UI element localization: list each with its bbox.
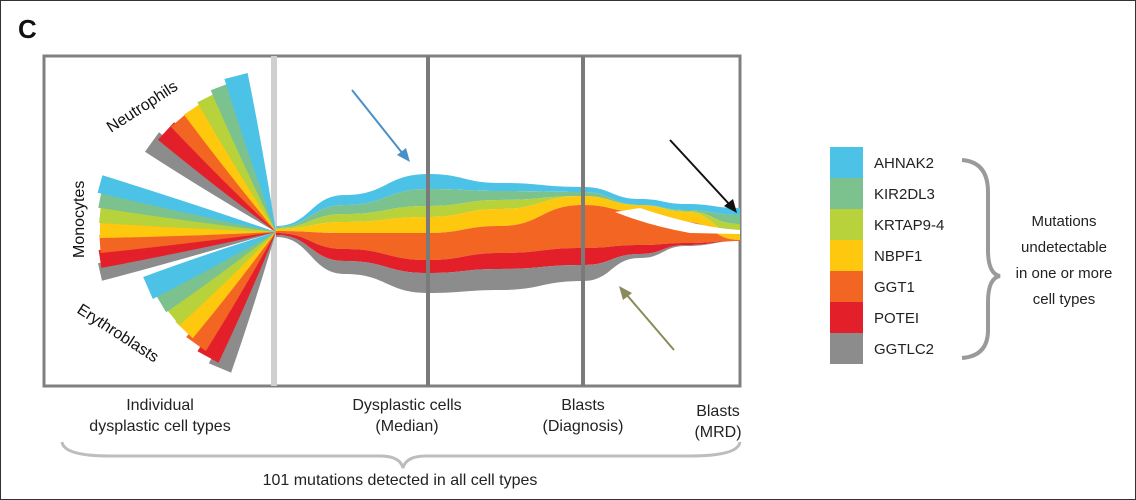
legend-label: AHNAK2: [874, 155, 934, 172]
bottom-brace: [60, 441, 742, 469]
legend-swatch: [830, 271, 863, 302]
xlabel-dysplastic: Dysplastic cells (Median): [352, 397, 461, 435]
legend-item-ahnak2: AHNAK2: [830, 147, 934, 178]
black-arrow: [669, 139, 737, 213]
cell-type-fan: [97, 73, 277, 373]
mutation-streams: [276, 174, 740, 293]
legend-item-nbpf1: NBPF1: [830, 240, 922, 271]
erythroblast-petal-nbpf1: [175, 232, 276, 339]
legend-item-ggt1: GGT1: [830, 271, 915, 302]
panel-label: C: [18, 14, 37, 44]
neutrophil-petal-kir2dl3: [210, 81, 276, 232]
neutrophil-petal-nbpf1: [184, 101, 276, 233]
stream-ahnak2: [276, 174, 740, 227]
footer-text: 101 mutations detected in all cell types: [263, 472, 538, 489]
stream-potei: [276, 233, 740, 273]
legend-item-ggtlc2: GGTLC2: [830, 333, 934, 364]
legend-swatch: [830, 209, 863, 240]
neutrophil-petal-ggt1: [170, 111, 276, 232]
svg-text:in one or more: in one or more: [1016, 265, 1113, 282]
legend-label: GGTLC2: [874, 341, 934, 358]
svg-text:Blasts: Blasts: [561, 397, 605, 414]
olive-arrow: [619, 286, 675, 351]
neutrophil-petal-potei: [157, 122, 276, 232]
stream-kir2dl3: [276, 189, 740, 228]
monocyte-petal-potei: [98, 232, 276, 268]
erythroblast-petal-ggt1: [186, 232, 276, 351]
legend: AHNAK2 KIR2DL3 KRTAP9-4 NBPF1 GGT1 POTEI GGTLC…: [830, 147, 944, 364]
legend-swatch: [830, 302, 863, 333]
legend-label: KRTAP9-4: [874, 217, 944, 234]
erythroblast-petal-kir2dl3: [153, 232, 276, 313]
svg-text:undetectable: undetectable: [1021, 239, 1107, 256]
monocyte-petal-ahnak2: [97, 175, 276, 232]
stream-ggt1: [276, 205, 740, 260]
stream-krtap9-4: [276, 196, 740, 234]
svg-text:(Median): (Median): [375, 418, 438, 435]
xlabel-individual: Individual dysplastic cell types: [89, 397, 230, 435]
svg-text:dysplastic cell types: dysplastic cell types: [89, 418, 230, 435]
legend-swatch: [830, 333, 863, 364]
stream-ggtlc2: [276, 235, 740, 293]
legend-label: KIR2DL3: [874, 186, 935, 203]
legend-swatch: [830, 240, 863, 271]
svg-text:(MRD): (MRD): [694, 424, 741, 441]
brace-note: Mutations undetectable in one or more ce…: [1016, 213, 1113, 308]
stream-nbpf1: [276, 196, 740, 240]
svg-text:Dysplastic cells: Dysplastic cells: [352, 397, 461, 414]
monocyte-petal-ggt1: [99, 232, 277, 253]
stream-separation-gap: [615, 208, 740, 234]
legend-swatch: [830, 147, 863, 178]
blue-arrow: [351, 89, 410, 162]
neutrophil-petal-ahnak2: [224, 73, 276, 232]
svg-text:Blasts: Blasts: [696, 403, 740, 420]
xlabel-blasts-mrd: Blasts (MRD): [694, 403, 741, 441]
svg-text:cell types: cell types: [1033, 291, 1096, 308]
legend-swatch: [830, 178, 863, 209]
svg-text:(Diagnosis): (Diagnosis): [543, 418, 624, 435]
erythroblast-petal-krtap9-4: [164, 232, 276, 326]
legend-label: GGT1: [874, 279, 915, 296]
legend-label: POTEI: [874, 310, 919, 327]
label-monocytes: Monocytes: [71, 181, 88, 258]
legend-item-krtap9-4: KRTAP9-4: [830, 209, 944, 240]
legend-item-kir2dl3: KIR2DL3: [830, 178, 935, 209]
svg-text:Individual: Individual: [126, 397, 194, 414]
mutation-flow: [97, 73, 740, 373]
legend-item-potei: POTEI: [830, 302, 919, 333]
svg-text:Mutations: Mutations: [1031, 213, 1096, 230]
neutrophil-petal-krtap9-4: [197, 91, 276, 232]
right-brace: [961, 158, 1001, 360]
legend-label: NBPF1: [874, 248, 922, 265]
monocyte-petal-ggtlc2: [98, 232, 276, 281]
erythroblast-petal-ahnak2: [143, 232, 276, 299]
xlabel-blasts-diagnosis: Blasts (Diagnosis): [543, 397, 624, 435]
